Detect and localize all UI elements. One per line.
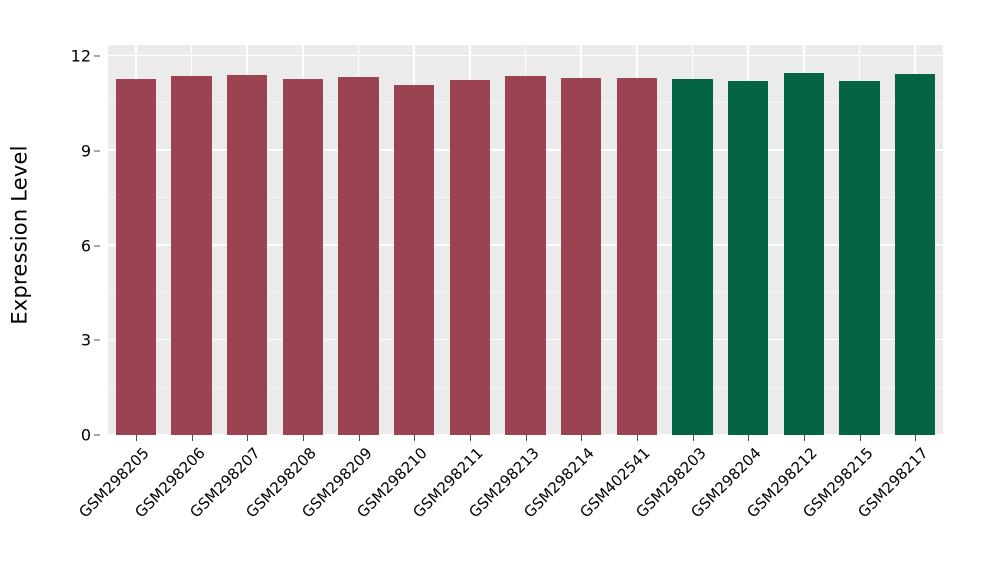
bar[interactable] — [839, 81, 880, 435]
bar[interactable] — [282, 79, 323, 435]
y-axis-tick-label: 3 — [80, 330, 91, 350]
x-axis-tick-mark — [803, 435, 805, 441]
x-axis-tick-mark — [302, 435, 304, 441]
bar[interactable] — [616, 78, 657, 435]
bar[interactable] — [338, 77, 379, 435]
y-axis-tick-label: 12 — [70, 46, 91, 66]
x-axis-tick-mark — [358, 435, 360, 441]
bar[interactable] — [728, 81, 769, 435]
y-axis-tick-mark — [94, 150, 100, 152]
bar[interactable] — [449, 79, 490, 435]
x-axis-tick-mark — [191, 435, 193, 441]
y-axis-tick-mark — [94, 339, 100, 341]
x-axis-tick-mark — [469, 435, 471, 441]
y-axis-tick-label: 6 — [80, 236, 91, 255]
y-axis-title-text: Expression Level — [8, 145, 32, 325]
x-axis-tick-mark — [859, 435, 861, 441]
bar[interactable] — [171, 75, 212, 435]
bar[interactable] — [783, 73, 824, 435]
y-axis-tick-mark — [94, 245, 100, 246]
bar[interactable] — [394, 85, 435, 435]
bar[interactable] — [895, 74, 936, 435]
plot-panel — [108, 45, 943, 435]
x-axis-tick-mark — [135, 435, 137, 441]
bar[interactable] — [561, 78, 602, 435]
y-axis-tick-mark — [94, 434, 100, 436]
y-axis-tick-label: 9 — [80, 141, 91, 161]
x-axis-tick-labels: GSM298205 GSM298206 GSM298207 GSM298208 GSM2… — [75, 435, 943, 580]
x-axis-tick-mark — [525, 435, 527, 441]
y-axis-tick-mark — [94, 55, 100, 57]
x-axis-tick-mark — [247, 435, 249, 441]
bar[interactable] — [672, 79, 713, 435]
x-axis-tick-mark — [748, 435, 750, 441]
x-axis-tick-mark — [636, 435, 638, 441]
y-axis-tick-labels: 0 3 6 9 12 — [55, 0, 101, 580]
x-axis-tick-mark — [915, 435, 917, 441]
y-axis-title: Expression Level — [0, 0, 40, 470]
bar[interactable] — [115, 78, 156, 435]
x-axis-tick-mark — [581, 435, 583, 441]
bar[interactable] — [505, 76, 546, 435]
x-axis-tick-mark — [692, 435, 694, 441]
x-axis-tick-mark — [414, 435, 416, 441]
y-axis-tick-label: 0 — [80, 425, 91, 445]
bar[interactable] — [227, 74, 268, 435]
